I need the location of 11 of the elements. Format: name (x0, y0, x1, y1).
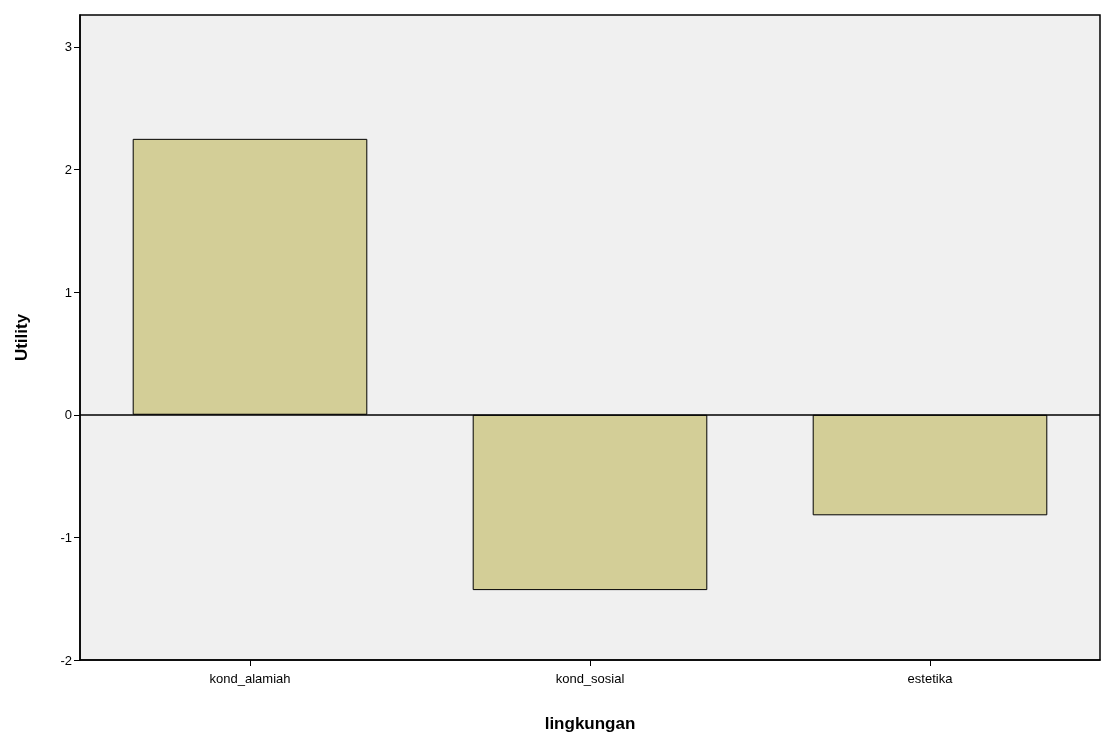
x-tick-label: kond_alamiah (209, 671, 291, 686)
y-tick-label: 0 (64, 407, 72, 423)
x-tick-label: estetika (907, 671, 954, 686)
y-tick-label: 1 (64, 284, 72, 300)
y-axis-title: Utility (12, 313, 31, 362)
y-tick-label: -2 (60, 652, 72, 668)
y-tick-label: 3 (64, 39, 72, 55)
y-tick-label: -1 (60, 529, 72, 545)
x-tick-label: kond_sosial (555, 671, 625, 686)
x-axis-title: lingkungan (544, 714, 636, 733)
y-tick-label: 2 (64, 162, 72, 178)
